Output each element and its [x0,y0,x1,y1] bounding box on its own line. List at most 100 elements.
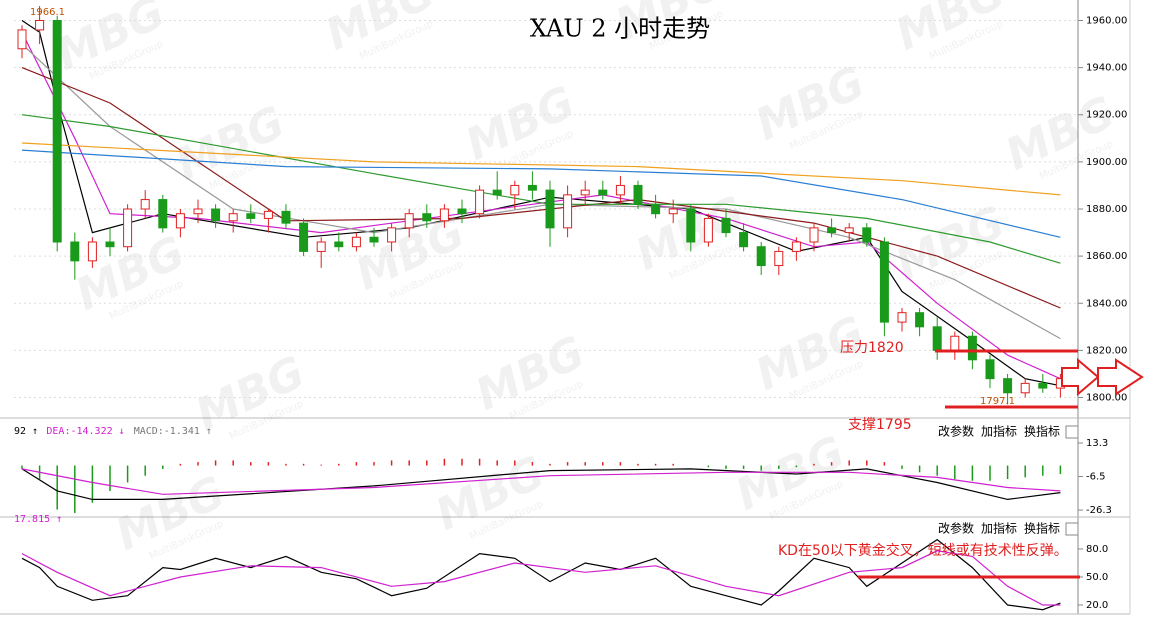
candle-body [827,227,837,234]
candle-body [651,203,661,215]
candle-body [35,19,45,31]
candle-body [369,236,379,243]
candle-body [527,184,537,191]
y-tick-label: 50.0 [1086,572,1108,583]
low-label: 1797.1 [980,396,1015,407]
candle-body [615,184,625,196]
candle-body [193,208,203,215]
candle-body [457,208,467,215]
y-tick-label: 1820.00 [1086,345,1127,356]
candle-body [246,213,256,219]
indicator-line [21,142,1061,196]
candle-body [52,19,62,243]
candle-body [70,241,80,262]
candle-body [809,227,819,243]
candle-body [281,210,291,224]
candle-body [351,236,361,248]
candle-body [87,241,97,262]
y-tick-label: 13.3 [1086,438,1108,449]
y-tick-label: 1940.00 [1086,63,1127,74]
legend-entry: MACD:-1.341 ↑ [134,426,212,437]
candle-body [334,241,344,248]
toolbar-button[interactable]: 改参数 [938,424,974,439]
candle-body [774,250,784,267]
candle-body [1038,382,1048,389]
candle-body [158,199,168,229]
resistance-label: 压力1820 [840,340,904,356]
candle-body [404,213,414,229]
candle-body [1020,382,1030,394]
indicator-line [21,550,1061,606]
candle-body [316,241,326,252]
chart-title: XAU 2 小时走势 [530,15,710,43]
candle-body [580,189,590,196]
candle-body [492,189,502,196]
candle-body [703,217,713,243]
candle-body [739,232,749,248]
high-label: 1966.1 [30,7,65,18]
candle-body [879,241,889,323]
candle-body [105,241,115,248]
kd-annotation: KD在50以下黄金交叉，短线或有技术性反弹。 [778,542,1068,559]
candle-body [844,227,854,234]
y-tick-label: 20.0 [1086,600,1108,611]
toolbar-button[interactable]: 加指标 [981,424,1017,439]
y-tick-label: 1800.00 [1086,393,1127,404]
candle-body [263,210,273,219]
y-tick-label: 80.0 [1086,544,1108,555]
candle-body [862,227,872,243]
candle-body [17,29,27,50]
toolbar-button[interactable]: 加指标 [981,521,1017,536]
candle-body [563,194,573,229]
candle-body [598,189,608,196]
candle-body [932,326,942,351]
y-tick-label: 1900.00 [1086,157,1127,168]
candle-body [985,359,995,380]
candle-body [299,222,309,252]
candle-body [721,217,731,234]
candle-body [387,227,397,243]
indicator-line [21,468,1061,501]
y-tick-label: -26.3 [1086,505,1112,516]
legend-entry: DEA:-14.322 ↓ [46,426,124,437]
candle-body [633,184,643,205]
toolbar-button[interactable]: 换指标 [1024,424,1060,439]
toolbar-button[interactable]: 改参数 [938,521,974,536]
candle-body [228,213,238,222]
close-button[interactable] [1065,425,1079,439]
y-tick-label: 1920.00 [1086,110,1127,121]
candle-body [1003,378,1013,394]
candle-body [686,208,696,243]
candle-body [967,335,977,361]
candle-body [756,246,766,267]
candle-body [475,189,485,215]
close-button[interactable] [1065,522,1079,536]
y-tick-label: 1860.00 [1086,251,1127,262]
y-tick-label: 1840.00 [1086,298,1127,309]
arrow [1097,358,1144,396]
candle-body [791,241,801,252]
indicator-line [21,538,1061,611]
legend-entry: 92 ↑ [14,426,38,437]
candle-body [545,189,555,229]
candle-body [422,213,432,222]
legend-entry: 17.815 ↑ [14,514,62,525]
indicator-line [21,149,1061,238]
candle-body [175,213,185,229]
toolbar: 改参数 加指标 换指标 改参数 加指标 换指标 [938,424,1079,536]
candle-body [140,199,150,210]
toolbar-button[interactable]: 换指标 [1024,521,1060,536]
support-label: 支撑1795 [848,417,912,433]
candle-body [915,312,925,328]
y-tick-label: -6.5 [1086,472,1106,483]
candle-body [897,312,907,323]
indicator-line [21,468,1061,495]
candle-body [211,208,221,222]
candle-body [668,208,678,215]
candle-body [123,208,133,248]
candle-body [439,208,449,222]
y-tick-label: 1960.00 [1086,15,1127,26]
candle-body [950,335,960,351]
